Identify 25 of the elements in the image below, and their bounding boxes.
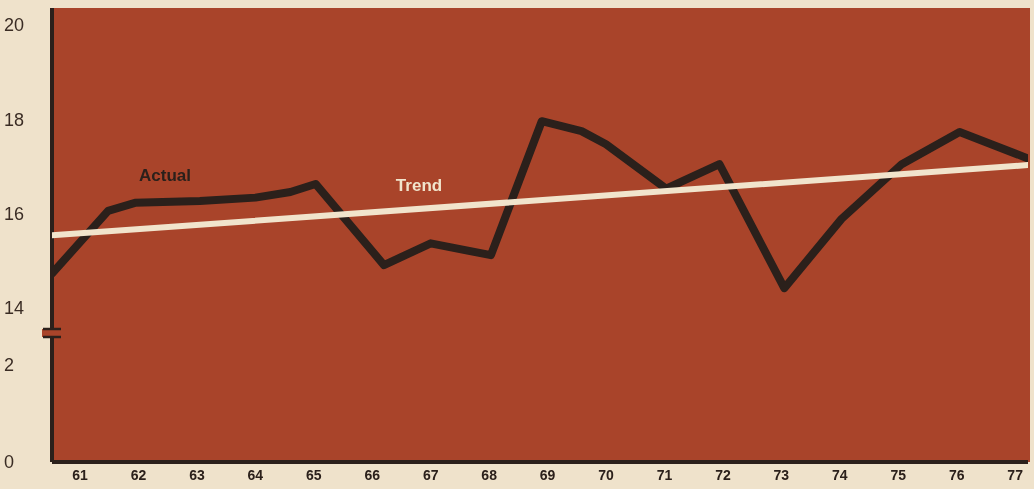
x-tick-label: 74 <box>832 466 848 483</box>
x-tick-label: 77 <box>1007 466 1024 483</box>
x-tick-label: 63 <box>189 466 205 483</box>
y-tick-label: 16 <box>4 204 25 225</box>
x-tick-label: 70 <box>598 466 615 483</box>
x-tick-label: 66 <box>364 466 381 483</box>
y-tick-label: 0 <box>4 452 15 473</box>
x-tick-label: 76 <box>948 466 965 483</box>
series-label: Actual <box>139 165 191 185</box>
series-label: Trend <box>395 175 443 195</box>
x-tick-label: 75 <box>890 466 907 483</box>
y-tick-label: 20 <box>4 15 25 36</box>
x-tick-label: 73 <box>773 466 790 483</box>
x-tick-label: 67 <box>422 466 439 483</box>
y-tick-label: 2 <box>4 355 15 376</box>
x-tick-label: 69 <box>539 466 556 483</box>
x-tick-label: 71 <box>656 466 673 483</box>
x-tick-label: 61 <box>72 466 89 483</box>
x-tick-label: 68 <box>481 466 498 483</box>
x-tick-label: 62 <box>130 466 147 483</box>
x-tick-label: 65 <box>306 466 322 483</box>
y-tick-label: 14 <box>4 298 25 319</box>
x-tick-label: 72 <box>715 466 731 483</box>
y-tick-label: 18 <box>4 109 25 130</box>
x-tick-label: 64 <box>247 466 264 483</box>
